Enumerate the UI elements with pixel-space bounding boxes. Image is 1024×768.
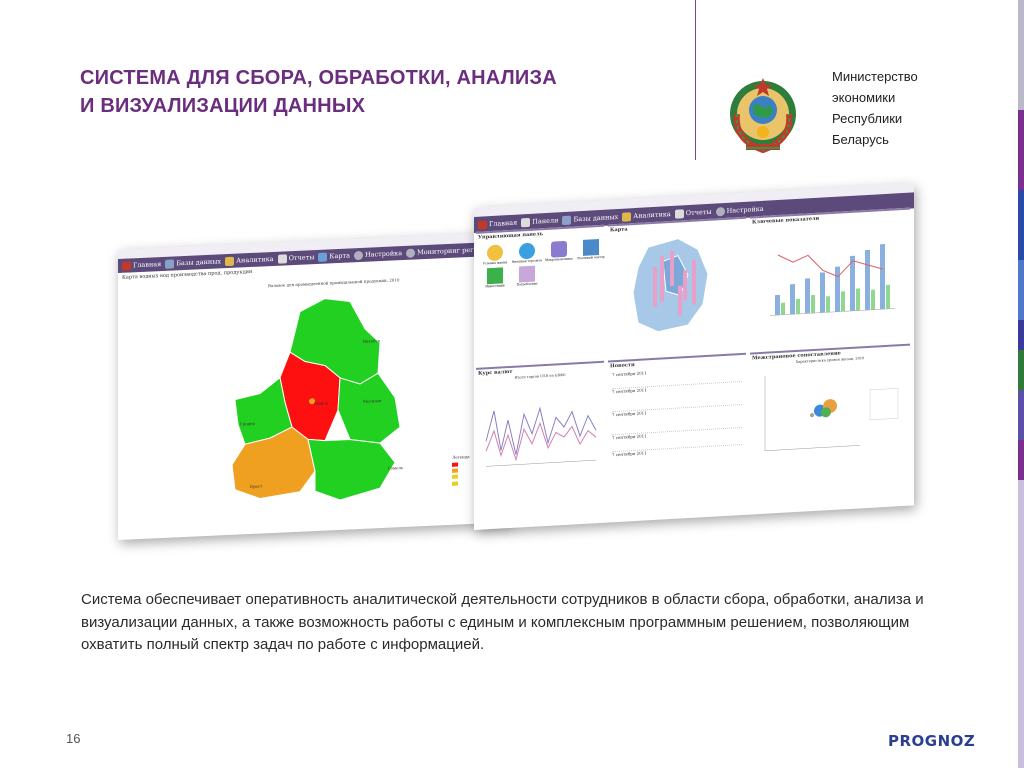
title-line-1: СИСТЕМА ДЛЯ СБОРА, ОБРАБОТКИ, АНАЛИЗА	[80, 67, 557, 89]
currency-panel: Курс валют Итоги торгов USD на БВФБ	[476, 360, 604, 490]
region-mogilev	[337, 372, 401, 444]
city-label-gomel: Гомель	[388, 465, 404, 471]
mini-map	[632, 238, 709, 333]
city-label-mogilev: Могилев	[363, 398, 382, 404]
dashboard-screenshot: Главная Панели Базы данных Аналитика Отч…	[474, 183, 914, 530]
menu-item-analytics[interactable]: Аналитика	[622, 209, 671, 222]
menu-label: Отчеты	[288, 253, 315, 263]
menu-label: Панели	[532, 216, 559, 226]
legend-swatch	[452, 468, 458, 473]
ministry-name: Министерство экономики Республики Белару…	[832, 66, 982, 150]
control-panel: Управляющая панель Условия жизни Внешняя…	[476, 224, 606, 359]
map-icon	[318, 251, 328, 262]
control-item-label: Внешняя торговля	[512, 258, 542, 264]
control-item-trade[interactable]: Внешняя торговля	[512, 242, 542, 264]
menu-item-panels[interactable]: Панели	[521, 216, 558, 227]
control-item-living[interactable]: Условия жизни	[480, 244, 510, 266]
map-title: Валовое для промышленной промышленной пр…	[268, 277, 400, 289]
menu-item-home[interactable]: Главная	[478, 218, 518, 230]
menu-label: Главная	[489, 218, 518, 229]
person-icon	[487, 244, 503, 262]
prognoz-logo: PROGNOZ	[888, 732, 976, 750]
menu-label: Настройка	[364, 249, 403, 259]
ministry-line: экономики	[832, 90, 896, 105]
legend-swatch	[452, 462, 458, 467]
menu-item-reports[interactable]: Отчеты	[277, 253, 315, 264]
header-divider	[695, 0, 696, 160]
book-icon	[487, 267, 503, 285]
menu-label: Главная	[133, 260, 162, 270]
menu-item-map[interactable]: Карта	[318, 251, 350, 262]
control-item-label: Условия жизни	[482, 260, 508, 266]
panel-icon	[521, 217, 531, 227]
monitoring-icon	[406, 248, 416, 258]
menu-label: Базы данных	[573, 212, 619, 224]
ministry-line: Беларусь	[832, 132, 889, 147]
map-panel: Карта	[608, 216, 746, 352]
region-brest	[231, 426, 316, 500]
database-icon	[562, 215, 572, 225]
currency-chart	[485, 406, 597, 467]
menu-item-databases[interactable]: Базы данных	[165, 257, 221, 269]
legend-swatch	[452, 481, 458, 486]
comparison-panel: Межстрановое сопоставление Характеристик…	[750, 343, 910, 475]
menu-label: Настройка	[726, 204, 764, 215]
indicators-panel: Ключевые показатели	[750, 207, 910, 344]
report-icon	[674, 208, 684, 219]
settings-icon	[715, 206, 725, 216]
menu-label: Отчеты	[685, 207, 712, 218]
region-gomel	[307, 438, 396, 501]
menu-label: Карта	[329, 251, 350, 261]
slide-body-text: Система обеспечивает оперативность анали…	[81, 591, 924, 653]
analytics-icon	[225, 256, 235, 266]
news-panel: Новости 7 сентября 2011 7 сентября 2011 …	[608, 352, 746, 483]
menu-item-settings[interactable]: Настройка	[353, 249, 403, 260]
menu-label: Аналитика	[236, 254, 274, 265]
city-label-grodno: Гродно	[240, 420, 256, 427]
home-icon	[478, 219, 487, 230]
control-item-invest[interactable]: Инвестиции	[480, 267, 510, 289]
factory-icon	[583, 239, 599, 256]
ministry-line: Министерство	[832, 69, 918, 84]
search-gear-icon	[353, 250, 363, 260]
title-line-2: И ВИЗУАЛИЗАЦИИ ДАННЫХ	[80, 95, 366, 117]
report-icon	[277, 253, 287, 264]
menu-item-reports[interactable]: Отчеты	[674, 207, 712, 219]
menu-label: Базы данных	[176, 257, 222, 268]
basket-icon	[519, 265, 535, 283]
control-item-macro[interactable]: Макроэкономика	[544, 240, 574, 262]
city-label-minsk: Минск	[314, 400, 329, 407]
control-item-consume[interactable]: Потребление	[512, 265, 542, 287]
control-item-label: Потребление	[516, 281, 538, 287]
indicators-chart	[770, 244, 895, 316]
map-screenshot: Главная Базы данных Аналитика Отчеты Кар…	[118, 232, 510, 540]
legend-swatch	[452, 474, 458, 479]
bubble-chart	[764, 375, 899, 451]
control-item-real[interactable]: Реальный сектор	[576, 239, 606, 261]
analytics-icon	[622, 211, 632, 222]
control-item-label: Реальный сектор	[577, 254, 605, 261]
control-item-label: Инвестиции	[485, 283, 505, 289]
control-item-label: Макроэкономика	[545, 256, 573, 263]
page-number: 16	[66, 731, 81, 746]
menu-item-settings[interactable]: Настройка	[715, 204, 764, 216]
database-icon	[165, 258, 175, 269]
menu-item-analytics[interactable]: Аналитика	[225, 254, 274, 266]
edge-color-strip	[1014, 0, 1024, 768]
slide-title: СИСТЕМА ДЛЯ СБОРА, ОБРАБОТКИ, АНАЛИЗА И …	[80, 64, 640, 120]
state-emblem-icon	[730, 78, 796, 154]
home-icon	[122, 260, 131, 271]
city-label-vitebsk: Витебск	[363, 338, 381, 344]
chart-icon	[551, 240, 567, 258]
belarus-region-map	[231, 298, 401, 501]
city-label-brest: Брест	[250, 483, 263, 490]
globe-icon	[519, 242, 535, 260]
menu-item-home[interactable]: Главная	[122, 260, 161, 271]
ministry-line: Республики	[832, 111, 903, 126]
menu-label: Аналитика	[633, 209, 671, 221]
menu-item-databases[interactable]: Базы данных	[562, 212, 619, 225]
